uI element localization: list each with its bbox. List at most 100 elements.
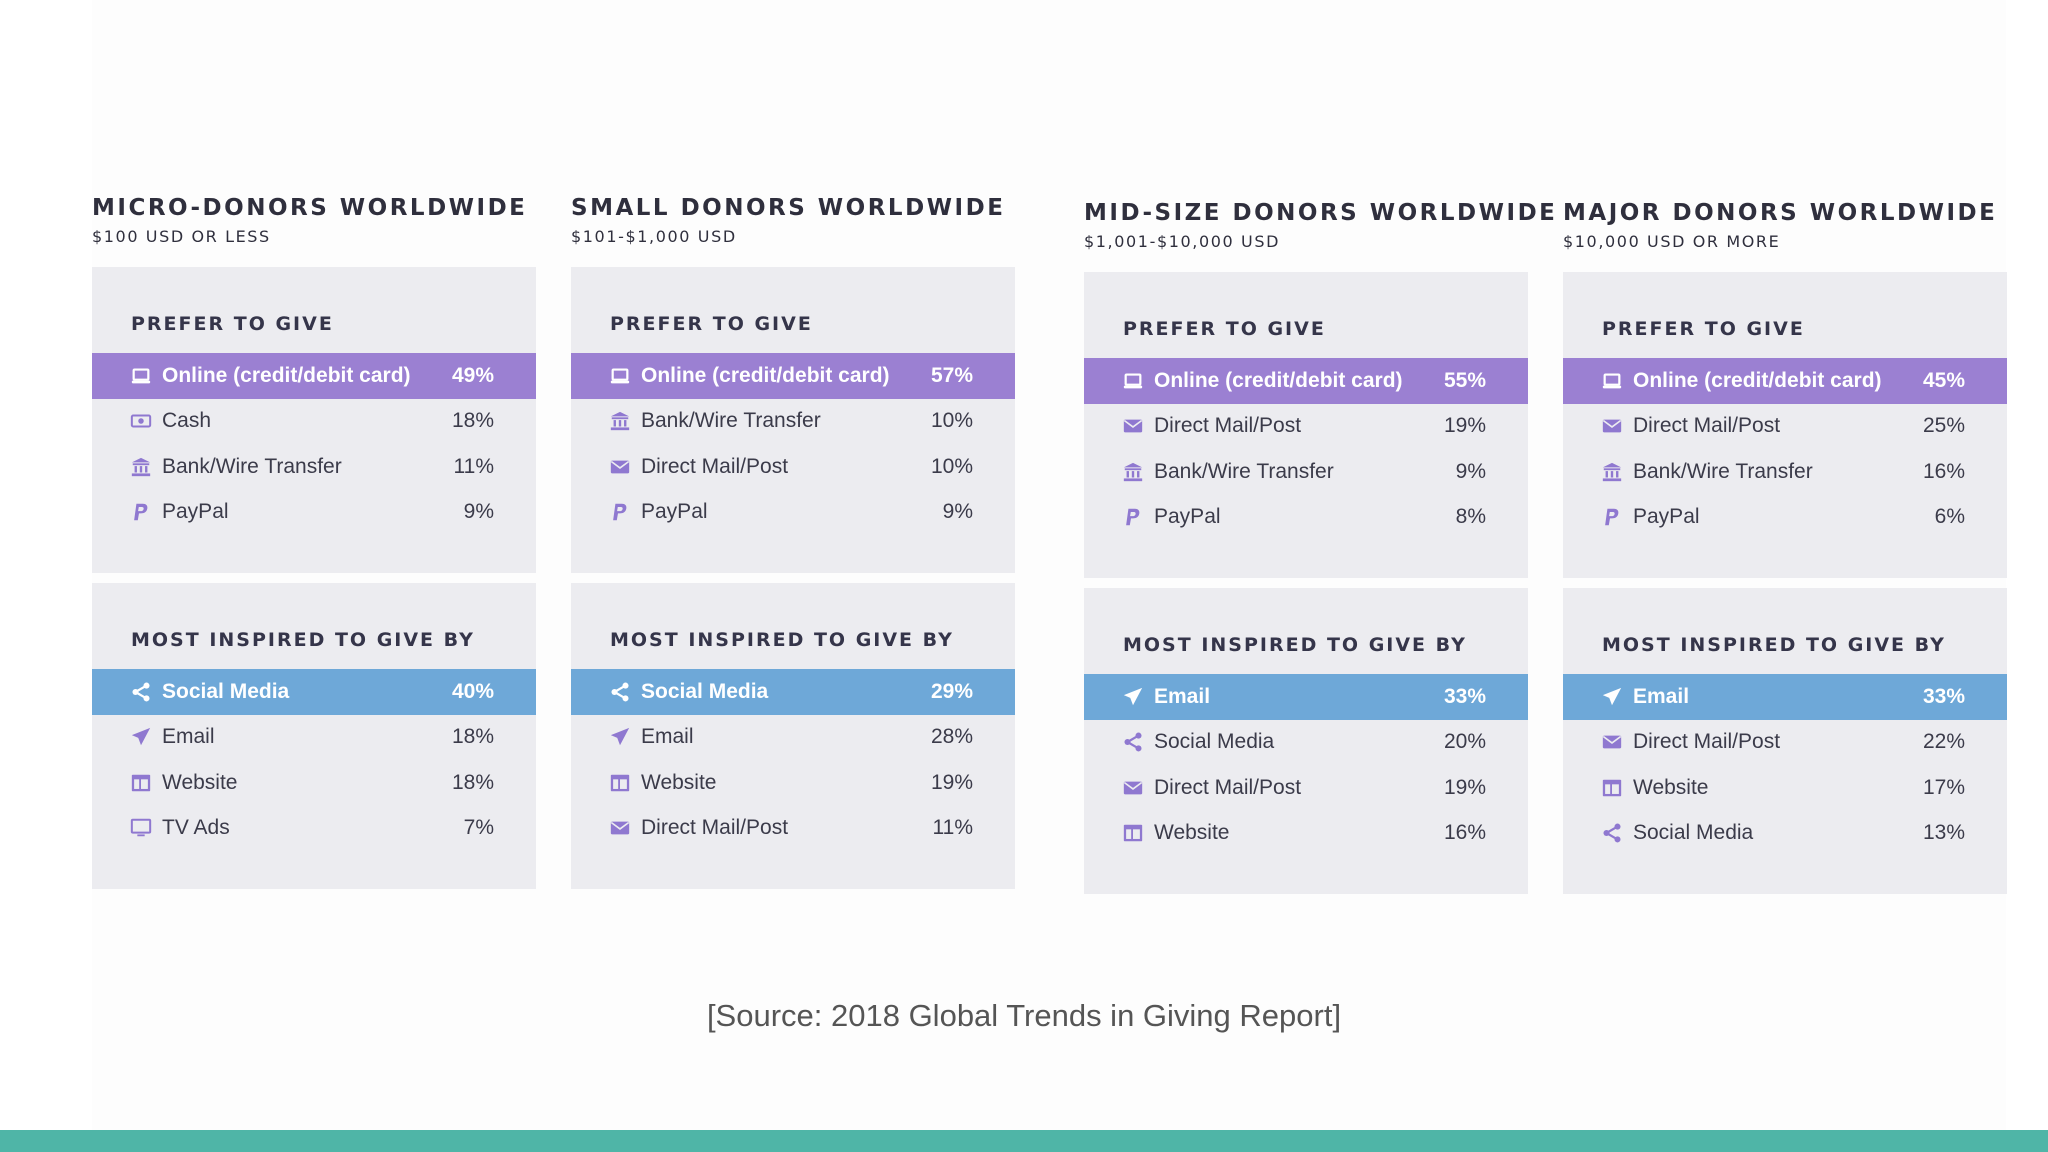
paper-plane-icon (1601, 686, 1623, 708)
row-percentage: 18% (451, 770, 494, 794)
highlighted-row: Online (credit/debit card) 49% (92, 353, 536, 399)
row-percentage: 6% (1934, 505, 1965, 529)
list-item: Direct Mail/Post 25% (1563, 404, 2007, 450)
column-subtitle: $10,000 USD OR MORE (1563, 232, 1781, 251)
row-percentage: 19% (1443, 775, 1486, 799)
prefer-to-give-panel: PREFER TO GIVE Online (credit/debit card… (1084, 272, 1528, 578)
envelope-icon (609, 456, 631, 478)
list-item: Direct Mail/Post 10% (571, 444, 1015, 490)
row-label: Email (1633, 684, 1690, 708)
panel-heading: PREFER TO GIVE (131, 313, 334, 335)
highlighted-row: Online (credit/debit card) 57% (571, 353, 1015, 399)
panel-heading: MOST INSPIRED TO GIVE BY (1123, 634, 1467, 656)
list-item: PayPal 9% (571, 490, 1015, 536)
row-label: Email (641, 725, 694, 749)
list-item: Website 17% (1563, 765, 2007, 811)
row-percentage: 22% (1922, 730, 1965, 754)
row-percentage: 19% (930, 770, 973, 794)
row-percentage: 18% (451, 725, 494, 749)
list-item: Email 28% (571, 715, 1015, 761)
donor-column-major: MAJOR DONORS WORLDWIDE $10,000 USD OR MO… (1563, 200, 2007, 894)
list-item: Website 16% (1084, 811, 1528, 857)
row-percentage: 33% (1443, 684, 1486, 708)
list-item: Website 19% (571, 760, 1015, 806)
highlighted-row: Email 33% (1084, 674, 1528, 720)
paper-plane-icon (609, 726, 631, 748)
row-percentage: 8% (1455, 505, 1486, 529)
row-percentage: 9% (942, 500, 973, 524)
row-percentage: 55% (1443, 368, 1486, 392)
row-percentage: 10% (930, 409, 973, 433)
list-item: PayPal 8% (1084, 495, 1528, 541)
list-item: Bank/Wire Transfer 11% (92, 444, 536, 490)
panel-heading: MOST INSPIRED TO GIVE BY (610, 629, 954, 651)
row-label: Social Media (1633, 821, 1754, 845)
paper-plane-icon (1122, 686, 1144, 708)
most-inspired-panel: MOST INSPIRED TO GIVE BY Email 33% Direct … (1563, 588, 2007, 894)
row-label: Bank/Wire Transfer (1633, 459, 1813, 483)
row-percentage: 25% (1922, 414, 1965, 438)
paypal-icon (1122, 506, 1144, 528)
bank-icon (130, 456, 152, 478)
list-item: Website 18% (92, 760, 536, 806)
list-item: Social Media 20% (1084, 720, 1528, 766)
row-label: Website (1154, 821, 1230, 845)
row-label: Direct Mail/Post (641, 816, 789, 840)
most-inspired-panel: MOST INSPIRED TO GIVE BY Email 33% Social … (1084, 588, 1528, 894)
share-icon (130, 681, 152, 703)
row-label: PayPal (1154, 505, 1221, 529)
row-label: Direct Mail/Post (1154, 414, 1302, 438)
row-percentage: 10% (930, 454, 973, 478)
row-percentage: 7% (463, 816, 494, 840)
list-item: Bank/Wire Transfer 16% (1563, 449, 2007, 495)
laptop-icon (1122, 370, 1144, 392)
row-label: Social Media (1154, 730, 1275, 754)
paypal-icon (130, 501, 152, 523)
row-percentage: 19% (1443, 414, 1486, 438)
source-citation: [Source: 2018 Global Trends in Giving Re… (706, 998, 1342, 1033)
panel-heading: PREFER TO GIVE (1123, 318, 1326, 340)
row-percentage: 33% (1922, 684, 1965, 708)
envelope-icon (1122, 415, 1144, 437)
row-label: Social Media (641, 679, 769, 703)
row-label: PayPal (162, 500, 229, 524)
list-item: Cash 18% (92, 399, 536, 445)
row-label: PayPal (641, 500, 708, 524)
row-label: Online (credit/debit card) (641, 363, 890, 387)
row-label: TV Ads (162, 816, 230, 840)
column-subtitle: $100 USD OR LESS (92, 227, 271, 246)
most-inspired-panel: MOST INSPIRED TO GIVE BY Social Media 40%… (92, 583, 536, 889)
cash-icon (130, 410, 152, 432)
paper-plane-icon (130, 726, 152, 748)
row-label: PayPal (1633, 505, 1700, 529)
column-subtitle: $101-$1,000 USD (571, 227, 737, 246)
column-title: MID-SIZE DONORS WORLDWIDE (1084, 200, 1558, 226)
envelope-icon (1601, 731, 1623, 753)
share-icon (1122, 731, 1144, 753)
row-label: Direct Mail/Post (641, 454, 789, 478)
row-percentage: 29% (930, 679, 973, 703)
row-percentage: 13% (1922, 821, 1965, 845)
row-label: Direct Mail/Post (1154, 775, 1302, 799)
website-icon (1122, 822, 1144, 844)
list-item: Bank/Wire Transfer 10% (571, 399, 1015, 445)
row-label: Bank/Wire Transfer (162, 454, 342, 478)
row-percentage: 40% (451, 679, 494, 703)
panel-heading: PREFER TO GIVE (1602, 318, 1805, 340)
bank-icon (1601, 461, 1623, 483)
row-percentage: 49% (451, 363, 494, 387)
highlighted-row: Email 33% (1563, 674, 2007, 720)
highlighted-row: Online (credit/debit card) 45% (1563, 358, 2007, 404)
row-label: Online (credit/debit card) (1633, 368, 1882, 392)
row-percentage: 11% (453, 454, 494, 478)
bank-icon (1122, 461, 1144, 483)
prefer-to-give-panel: PREFER TO GIVE Online (credit/debit card… (1563, 272, 2007, 578)
donor-column-micro: MICRO-DONORS WORLDWIDE $100 USD OR LESS … (92, 195, 536, 889)
row-label: Email (162, 725, 215, 749)
list-item: Social Media 13% (1563, 811, 2007, 857)
row-percentage: 57% (930, 363, 973, 387)
share-icon (1601, 822, 1623, 844)
column-title: MICRO-DONORS WORLDWIDE (92, 195, 528, 221)
row-percentage: 11% (932, 816, 973, 840)
paypal-icon (609, 501, 631, 523)
